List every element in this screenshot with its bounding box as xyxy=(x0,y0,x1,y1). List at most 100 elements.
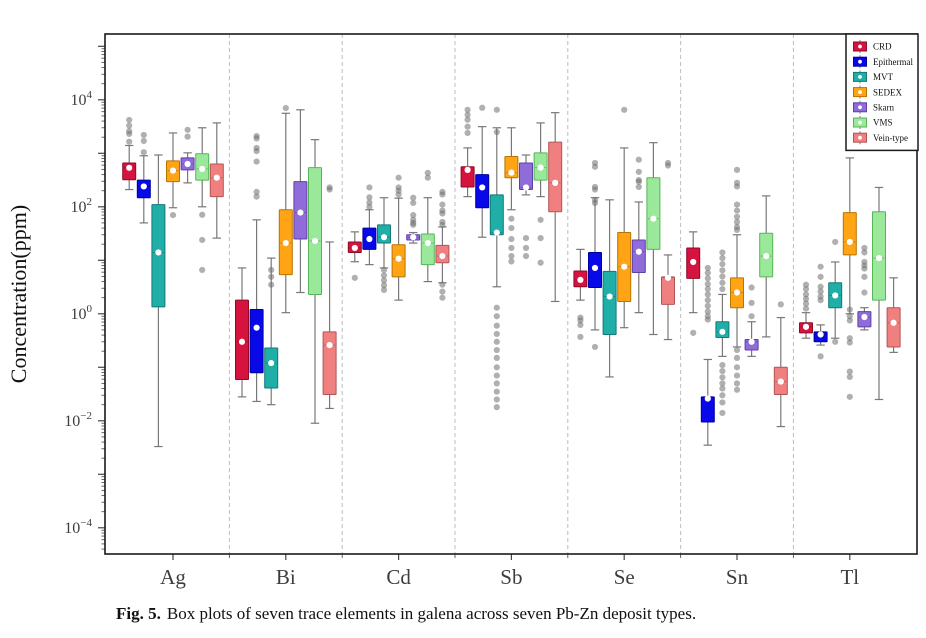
box-CRD-Sn xyxy=(686,231,701,336)
outlier-point xyxy=(846,306,853,313)
outlier-point xyxy=(591,163,599,170)
box-Epithermal-Sb xyxy=(475,104,490,238)
y-axis: 104 102 100 10−2 10−4 xyxy=(64,45,105,550)
mean-dot xyxy=(846,238,853,246)
outlier-point xyxy=(704,280,711,288)
iqr-box xyxy=(504,156,519,179)
legend-item-MVT: MVT xyxy=(853,70,894,84)
outlier-point xyxy=(591,199,599,207)
y-tick-label: 10−2 xyxy=(64,410,92,430)
outlier-point xyxy=(140,137,147,145)
legend-glyph-dot xyxy=(858,75,862,79)
outlier-point xyxy=(802,295,810,302)
mean-dot xyxy=(326,341,333,349)
outlier-point xyxy=(704,308,711,315)
legend-item-Vein-type: Vein-type xyxy=(853,131,908,145)
box-VMS-Bi xyxy=(308,139,322,424)
outlier-point xyxy=(748,299,755,306)
box-Skarn-Se xyxy=(631,156,646,314)
legend-glyph-dot xyxy=(858,44,862,49)
iqr-box xyxy=(842,212,857,256)
box-MVT-Se xyxy=(602,199,617,378)
outlier-point xyxy=(126,116,133,124)
outlier-point xyxy=(464,129,471,137)
outlier-point xyxy=(802,285,810,293)
outlier-point xyxy=(719,409,726,417)
outlier-point xyxy=(733,183,741,190)
outlier-point xyxy=(537,259,544,266)
outlier-point xyxy=(719,361,726,369)
mean-dot xyxy=(650,215,657,222)
outlier-point xyxy=(704,264,711,272)
outlier-point xyxy=(253,193,260,200)
outlier-point xyxy=(704,316,711,323)
mean-dot xyxy=(169,167,177,174)
box-VMS-Sb xyxy=(533,122,548,266)
iqr-box xyxy=(475,174,490,209)
outlier-point xyxy=(253,158,260,165)
mean-dot xyxy=(577,276,584,284)
outlier-point xyxy=(817,263,824,270)
box-MVT-Bi xyxy=(264,257,279,406)
outlier-point xyxy=(410,221,417,228)
box-SEDEX-Bi xyxy=(278,104,293,314)
box-Vein-type-Tl xyxy=(886,277,901,353)
y-tick-label: 102 xyxy=(71,196,93,216)
legend-frame xyxy=(845,33,919,152)
y-tick-label: 10−4 xyxy=(64,517,92,537)
box-Skarn-Cd xyxy=(406,194,421,244)
outlier-point xyxy=(846,335,853,342)
iqr-box xyxy=(460,166,475,188)
box-Vein-type-Se xyxy=(661,159,675,341)
outlier-point xyxy=(719,285,726,293)
mean-dot xyxy=(522,184,530,191)
outlier-point xyxy=(140,131,147,139)
legend-glyph-dot xyxy=(858,135,862,140)
iqr-box xyxy=(646,177,661,250)
mean-dot xyxy=(861,313,868,321)
box-Vein-type-Sb xyxy=(548,112,563,303)
outlier-point xyxy=(464,111,471,118)
box-MVT-Ag xyxy=(151,154,166,448)
boxplot-groups xyxy=(122,104,901,448)
mean-dot xyxy=(890,319,897,326)
outlier-point xyxy=(802,305,810,312)
legend-label-MVT: MVT xyxy=(873,72,894,82)
outlier-point xyxy=(410,211,417,219)
outlier-point xyxy=(537,234,544,242)
outlier-point xyxy=(577,317,584,324)
outlier-point xyxy=(577,333,584,340)
outlier-point xyxy=(366,199,373,206)
iqr-box xyxy=(602,270,617,336)
mean-dot xyxy=(832,292,839,299)
mean-dot xyxy=(817,331,824,338)
mean-dot xyxy=(552,179,559,186)
mean-dot xyxy=(733,289,741,296)
outlier-point xyxy=(846,339,853,346)
y-tick-label: 100 xyxy=(71,303,93,323)
outlier-point xyxy=(719,385,726,392)
outlier-point xyxy=(635,168,642,175)
outlier-point xyxy=(817,353,824,360)
iqr-box xyxy=(886,307,901,348)
mean-dot xyxy=(606,293,613,300)
outlier-point xyxy=(846,393,853,400)
legend-label-SEDEX: SEDEX xyxy=(873,87,903,97)
x-tick-label-Sn: Sn xyxy=(726,565,749,589)
outlier-point xyxy=(748,313,755,320)
outlier-point xyxy=(439,201,446,208)
outlier-point xyxy=(410,199,417,207)
box-CRD-Ag xyxy=(122,116,137,191)
outlier-point xyxy=(591,186,599,193)
outlier-point xyxy=(861,273,868,280)
mean-dot xyxy=(704,395,711,402)
legend-label-CRD: CRD xyxy=(873,42,892,52)
y-tick-label: 104 xyxy=(71,89,93,109)
iqr-box xyxy=(661,276,675,305)
outlier-point xyxy=(635,178,642,185)
box-CRD-Sb xyxy=(460,106,475,198)
mean-dot xyxy=(621,263,628,270)
outlier-point xyxy=(140,149,147,156)
outlier-point xyxy=(268,273,275,280)
legend: CRD Epithermal MVT SEDEX Skarn VMS Vein-type xyxy=(845,33,919,152)
